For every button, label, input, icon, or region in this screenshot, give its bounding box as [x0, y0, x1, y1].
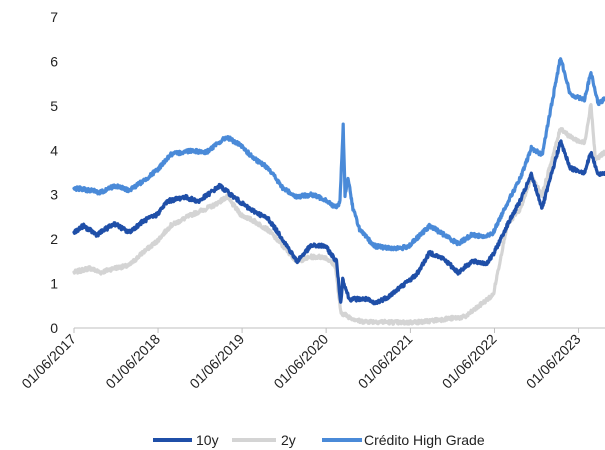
legend: 10y 2y Crédito High Grade: [153, 432, 485, 448]
series-layer: [72, 57, 605, 326]
y-tick-label: 3: [50, 187, 58, 203]
legend-item-10y: 10y: [153, 432, 219, 448]
legend-label-10y: 10y: [196, 432, 219, 448]
x-tick-label: 01/06/2019: [186, 331, 247, 392]
x-tick-label: 01/06/2023: [523, 331, 584, 392]
series-credito-high-grade: [72, 57, 605, 252]
legend-label-2y: 2y: [281, 432, 296, 448]
y-tick-label: 7: [50, 9, 58, 25]
x-tick-label: 01/06/2017: [18, 331, 79, 392]
legend-item-2y: 2y: [232, 432, 296, 448]
x-axis-ticks: 01/06/2017 01/06/2018 01/06/2019 01/06/2020…: [18, 328, 584, 392]
x-tick-label: 01/06/2022: [439, 331, 500, 392]
y-tick-label: 2: [50, 231, 58, 247]
y-tick-label: 6: [50, 53, 58, 69]
y-tick-label: 4: [50, 142, 58, 158]
y-axis-ticks: 0 1 2 3 4 5 6 7: [50, 9, 58, 336]
y-tick-label: 1: [50, 276, 58, 292]
y-tick-label: 5: [50, 98, 58, 114]
x-tick-label: 01/06/2018: [102, 331, 163, 392]
y-tick-label: 0: [50, 320, 58, 336]
legend-item-credito-high-grade: Crédito High Grade: [322, 432, 485, 448]
x-tick-label: 01/06/2021: [355, 331, 416, 392]
series-10y: [72, 139, 605, 306]
x-tick-label: 01/06/2020: [270, 331, 331, 392]
legend-label-credito-high-grade: Crédito High Grade: [364, 432, 485, 448]
